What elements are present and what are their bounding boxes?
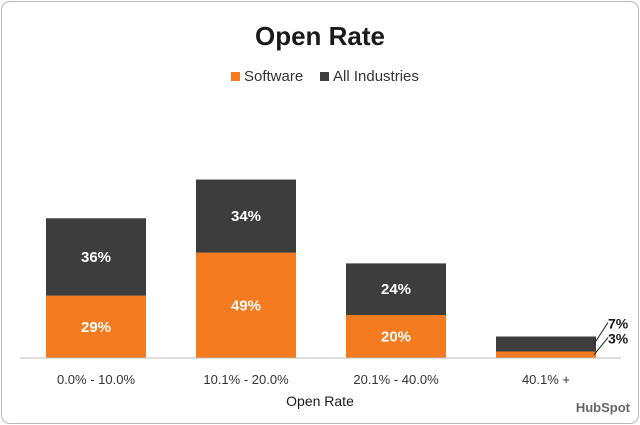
data-label-all-industries-1: 34%	[231, 208, 261, 225]
bar-software-3	[496, 351, 596, 358]
data-label-software-2: 20%	[381, 329, 411, 346]
bar-all-industries-0	[46, 218, 146, 296]
bar-software-1	[196, 252, 296, 358]
bar-software-2	[346, 315, 446, 358]
bar-all-industries-1	[196, 179, 296, 253]
legend-label-software: Software	[244, 68, 303, 85]
data-label-all-industries-0: 36%	[81, 249, 111, 266]
x-tick-label-2: 20.1% - 40.0%	[353, 372, 439, 387]
chart-title: Open Rate	[255, 21, 385, 51]
leader-line-3	[593, 337, 609, 356]
bar-all-industries-2	[346, 263, 446, 315]
data-label-software-1: 49%	[231, 297, 261, 314]
legend-swatch-all-industries	[320, 72, 329, 81]
x-tick-labels: 0.0% - 10.0% 10.1% - 20.0% 20.1% - 40.0% 40…	[57, 372, 570, 387]
bar-labels-group: 29% 36% 49% 34% 20% 24% 3%7%	[81, 208, 629, 356]
x-tick-label-3: 40.1% +	[522, 372, 570, 387]
x-axis-label: Open Rate	[286, 393, 354, 409]
data-label-all-industries-3: 7%	[608, 316, 629, 332]
legend-label-all-industries: All Industries	[333, 68, 419, 85]
data-label-software-0: 29%	[81, 319, 111, 336]
x-tick-label-0: 0.0% - 10.0%	[57, 372, 135, 387]
bar-all-industries-3	[496, 336, 596, 352]
hubspot-logo: HubSpot	[576, 400, 631, 415]
x-tick-label-1: 10.1% - 20.0%	[203, 372, 289, 387]
bars-group	[46, 179, 596, 358]
leader-line-3	[593, 322, 609, 345]
legend-swatch-software	[231, 72, 240, 81]
data-label-software-3: 3%	[608, 331, 629, 347]
bar-software-0	[46, 295, 146, 358]
data-label-all-industries-2: 24%	[381, 281, 411, 298]
legend: Software All Industries	[231, 68, 419, 85]
